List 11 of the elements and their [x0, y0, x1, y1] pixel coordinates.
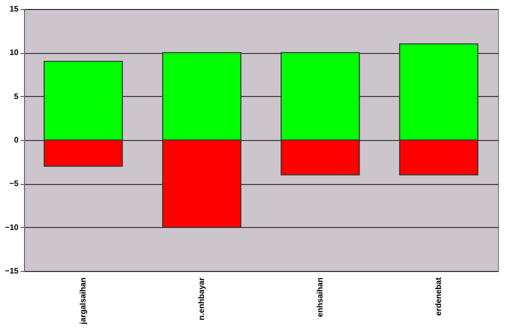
x-tick-label: jargalsaihan: [78, 277, 88, 326]
y-tick-label: −15: [4, 266, 20, 276]
y-tick-label: −5: [9, 179, 20, 188]
y-tick-label: 10: [10, 48, 20, 58]
x-tick-label: erdenebat: [434, 277, 443, 316]
y-tick-label: 5: [14, 92, 20, 101]
x-tick-label: n.enhbayar: [196, 278, 206, 320]
y-tick-label: −10: [4, 222, 20, 232]
y-tick-label: 15: [10, 4, 20, 14]
y-tick-label: 0: [14, 136, 20, 144]
x-tick-label: enhsaihan: [315, 277, 324, 318]
